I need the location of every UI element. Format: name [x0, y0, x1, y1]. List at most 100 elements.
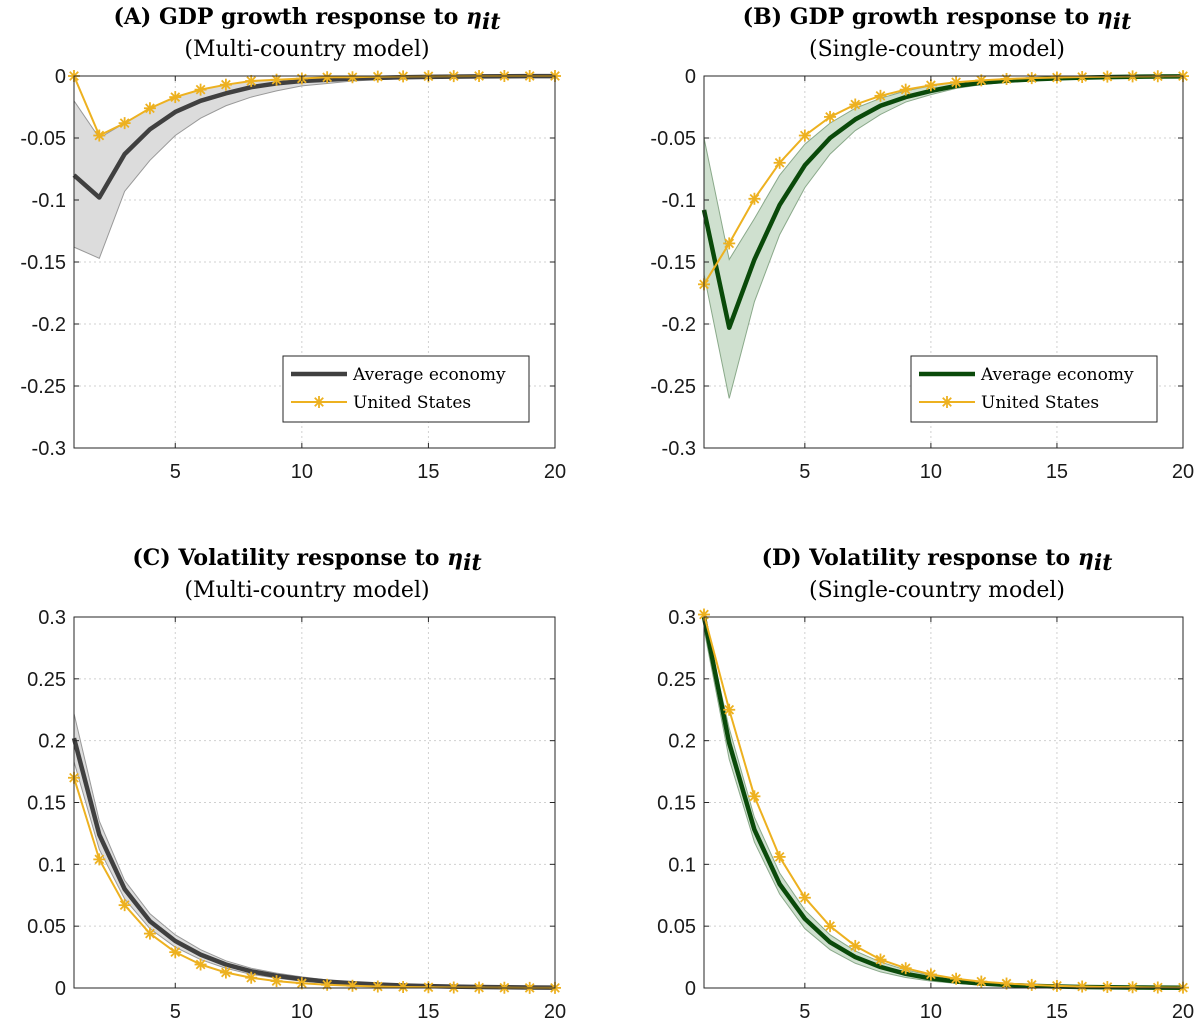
y-tick-label: 0.1	[668, 854, 696, 876]
y-tick-label: 0	[685, 66, 696, 88]
data-point-marker	[346, 979, 359, 992]
data-point-marker	[1025, 978, 1038, 991]
data-point-marker	[1025, 72, 1038, 85]
data-point-marker	[950, 972, 963, 985]
chart-panel-d: (D) Volatility response to ηit(Single-co…	[657, 545, 1194, 1023]
x-tick-label: 5	[799, 1001, 810, 1023]
chart-title-subscript: it	[482, 9, 501, 35]
data-point-marker	[245, 971, 258, 984]
data-point-marker	[899, 962, 912, 975]
x-tick-label: 5	[170, 461, 181, 483]
chart-title-subscript: it	[1094, 550, 1113, 576]
plot-area	[704, 617, 1183, 988]
data-point-marker	[849, 98, 862, 111]
chart-panel-c: (C) Volatility response to ηit(Multi-cou…	[27, 545, 566, 1023]
data-point-marker	[1076, 70, 1089, 83]
x-tick-label: 10	[920, 461, 942, 483]
y-tick-label: 0.2	[668, 731, 696, 753]
x-tick-label: 15	[417, 1001, 439, 1023]
data-point-marker	[1101, 70, 1114, 83]
legend-box	[910, 355, 1158, 423]
data-point-marker	[1076, 980, 1089, 993]
data-point-marker	[748, 790, 761, 803]
y-tick-label: -0.25	[20, 376, 66, 398]
chart-title-text: (B) GDP growth response to	[743, 4, 1097, 30]
data-point-marker	[824, 110, 837, 123]
legend-marker	[941, 396, 953, 408]
x-tick-label: 10	[291, 461, 313, 483]
y-tick-label: -0.05	[20, 128, 66, 150]
data-point-marker	[723, 237, 736, 250]
axis-ticks: 5 10 15 20 0.3 0.25 0.2 0.15 0.1 0.05 0	[657, 607, 1194, 1023]
data-point-marker	[773, 850, 786, 863]
y-tick-label: -0.15	[20, 252, 66, 274]
data-point-marker	[950, 76, 963, 89]
y-tick-label: 0	[55, 978, 66, 1000]
data-point-marker	[1101, 981, 1114, 994]
y-tick-label: -0.3	[662, 438, 696, 460]
data-point-marker	[874, 953, 887, 966]
chart-title-text: (D) Volatility response to	[762, 545, 1078, 571]
legend-entry: United States	[291, 393, 471, 413]
y-tick-label: -0.05	[650, 128, 696, 150]
data-point-marker	[798, 129, 811, 142]
chart-title-symbol: η	[1078, 545, 1094, 571]
y-tick-label: -0.2	[32, 314, 66, 336]
data-point-marker	[924, 79, 937, 92]
y-tick-label: 0	[685, 978, 696, 1000]
data-point-marker	[748, 192, 761, 205]
legend: Average economy United States	[910, 355, 1158, 423]
data-point-marker	[219, 966, 232, 979]
data-point-marker	[118, 117, 131, 130]
chart-title-symbol: η	[1097, 4, 1113, 30]
y-tick-label: 0.25	[657, 669, 696, 691]
legend-entry: Average economy	[291, 365, 506, 385]
x-tick-label: 20	[1172, 1001, 1194, 1023]
data-point-marker	[1126, 981, 1139, 994]
y-tick-label: 0.3	[38, 607, 66, 629]
x-tick-label: 15	[417, 461, 439, 483]
x-tick-label: 5	[799, 461, 810, 483]
chart-title-text: (A) GDP growth response to	[113, 4, 466, 30]
x-tick-label: 5	[170, 1001, 181, 1023]
data-point-marker	[321, 978, 334, 991]
chart-title-symbol: η	[447, 545, 463, 571]
data-point-marker	[194, 958, 207, 971]
chart-title-text: (C) Volatility response to	[132, 545, 447, 571]
chart-subtitle: (Multi-country model)	[184, 37, 429, 62]
y-tick-label: -0.15	[650, 252, 696, 274]
y-tick-label: 0.25	[27, 669, 66, 691]
data-point-marker	[118, 899, 131, 912]
legend-label: United States	[981, 393, 1099, 413]
chart-subtitle: (Single-country model)	[809, 37, 1065, 62]
chart-panel-a: (A) GDP growth response to ηit (Multi-cou…	[20, 4, 566, 483]
data-point-marker	[169, 91, 182, 104]
data-point-marker	[169, 946, 182, 959]
chart-subtitle: (Single-country model)	[809, 578, 1065, 603]
chart-panel-b: (B) GDP growth response to ηit(Single-co…	[650, 4, 1194, 483]
data-point-marker	[194, 83, 207, 96]
y-tick-label: 0.1	[38, 854, 66, 876]
data-point-marker	[824, 920, 837, 933]
y-tick-label: 0.3	[668, 607, 696, 629]
data-point-marker	[245, 74, 258, 87]
data-point-marker	[270, 975, 283, 988]
x-tick-label: 20	[1172, 461, 1194, 483]
data-point-marker	[93, 129, 106, 142]
y-tick-label: -0.25	[650, 376, 696, 398]
data-point-marker	[1000, 72, 1013, 85]
chart-subtitle: (Multi-country model)	[184, 578, 429, 603]
data-point-marker	[143, 102, 156, 115]
x-tick-label: 10	[291, 1001, 313, 1023]
chart-title: (C) Volatility response to ηit	[132, 545, 481, 576]
data-point-marker	[849, 939, 862, 952]
axis-ticks: 5 10 15 20 0 -0.05 -0.1 -0.15 -0.2 -0.25 -0.3	[20, 66, 566, 483]
data-point-marker	[93, 853, 106, 866]
legend-entry: United States	[919, 393, 1099, 413]
x-tick-label: 20	[544, 461, 566, 483]
y-tick-label: 0.2	[38, 731, 66, 753]
chart-title: (B) GDP growth response to ηit	[743, 4, 1132, 35]
chart-title-subscript: it	[463, 550, 482, 576]
chart-title: (D) Volatility response to ηit	[762, 545, 1113, 576]
chart-title-symbol: η	[466, 4, 482, 30]
